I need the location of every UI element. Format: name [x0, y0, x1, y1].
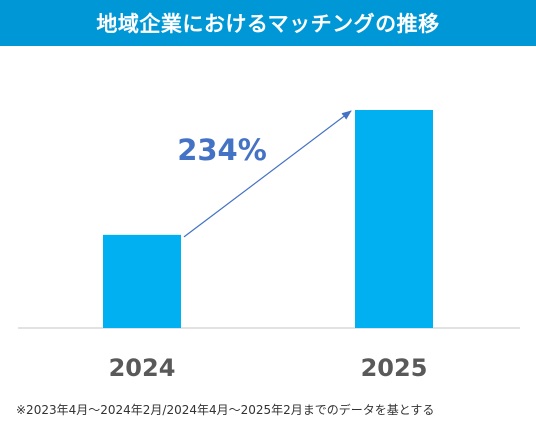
growth-label: 234% — [177, 133, 267, 167]
chart-title: 地域企業におけるマッチングの推移 — [96, 12, 440, 36]
x-tick-label-2024: 2024 — [109, 354, 176, 382]
title-bar: 地域企業におけるマッチングの推移 — [0, 0, 536, 46]
bar-chart: 234% 2024 2025 — [18, 110, 520, 382]
bar-2025 — [355, 110, 433, 328]
growth-arrow — [183, 110, 352, 238]
bar-2024 — [103, 234, 181, 328]
footnote: ※2023年4月～2024年2月/2024年4月～2025年2月までのデータを基… — [16, 403, 435, 417]
x-tick-label-2025: 2025 — [361, 354, 428, 382]
